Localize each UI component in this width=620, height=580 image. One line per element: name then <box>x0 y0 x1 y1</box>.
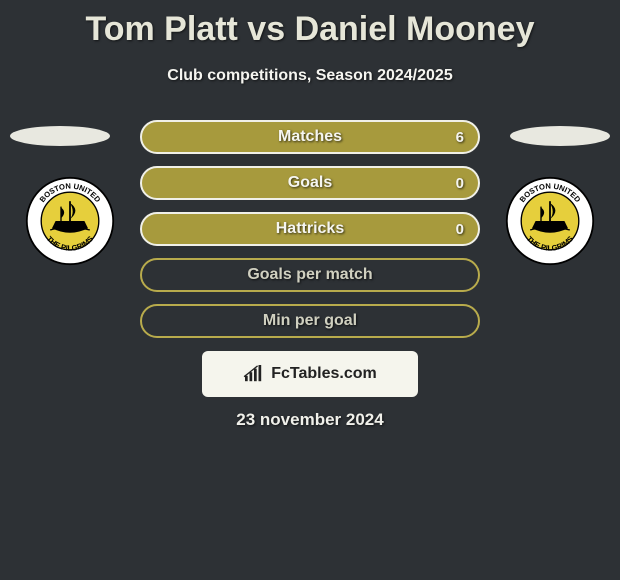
stat-row-min-per-goal: Min per goal <box>140 304 480 338</box>
club-crest-left: BOSTON UNITED THE PILGRIMS <box>25 176 115 266</box>
stat-row-goals-per-match: Goals per match <box>140 258 480 292</box>
stat-label: Goals per match <box>247 266 372 284</box>
stat-label: Matches <box>278 128 342 146</box>
stat-value-right: 0 <box>456 221 464 238</box>
stat-label: Hattricks <box>276 220 344 238</box>
chart-icon <box>243 365 265 383</box>
stat-row-hattricks: Hattricks 0 <box>140 212 480 246</box>
player-avatar-right <box>510 126 610 146</box>
date-label: 23 november 2024 <box>0 410 620 430</box>
stat-label: Goals <box>288 174 332 192</box>
stat-label: Min per goal <box>263 312 357 330</box>
club-crest-right: BOSTON UNITED THE PILGRIMS <box>505 176 595 266</box>
attribution-badge[interactable]: FcTables.com <box>202 351 418 397</box>
stat-row-goals: Goals 0 <box>140 166 480 200</box>
attribution-text: FcTables.com <box>271 365 377 383</box>
stat-row-matches: Matches 6 <box>140 120 480 154</box>
subtitle: Club competitions, Season 2024/2025 <box>0 67 620 85</box>
player-avatar-left <box>10 126 110 146</box>
stat-value-right: 6 <box>456 129 464 146</box>
stat-value-right: 0 <box>456 175 464 192</box>
page-title: Tom Platt vs Daniel Mooney <box>0 0 620 49</box>
stats-bars: Matches 6 Goals 0 Hattricks 0 Goals per … <box>140 120 480 350</box>
